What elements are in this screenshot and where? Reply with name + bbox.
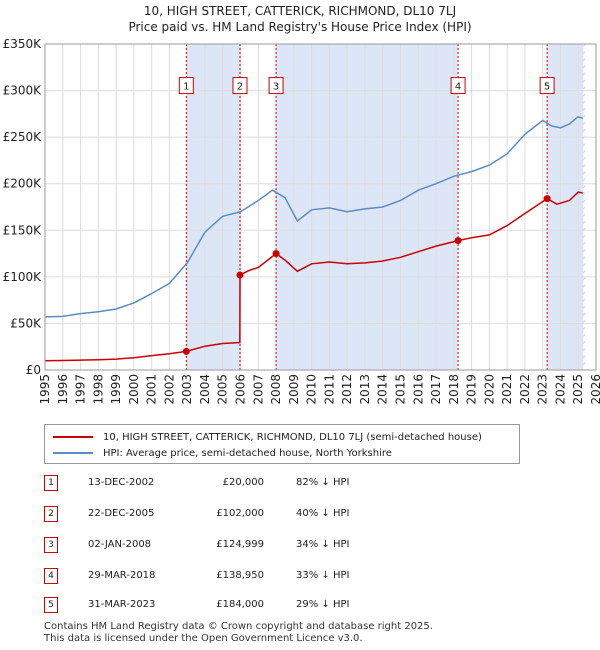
sale-label-box: [450, 77, 466, 95]
price-chart: 1 2 3 4 5 £0 £50K £100K £150K £200K £250K £300K £35…: [3, 37, 600, 405]
transaction-price: £138,950: [216, 570, 264, 581]
y-tick-label: £0: [26, 363, 41, 377]
transaction-hpi-diff: 34% ↓ HPI: [296, 539, 350, 550]
legend: 10, HIGH STREET, CATTERICK, RICHMOND, DL…: [44, 424, 520, 464]
forecast-hatch: [583, 44, 586, 370]
transaction-date: 31-MAR-2023: [88, 599, 156, 610]
y-tick-label: £250K: [3, 130, 43, 144]
transaction-price: £124,999: [216, 539, 264, 550]
ownership-shade: [547, 44, 584, 370]
sale-label-text: 3: [273, 82, 279, 93]
x-tick-label: 2003: [180, 374, 194, 405]
sale-point: [543, 195, 551, 203]
x-tick-label: 2005: [216, 374, 230, 405]
x-tick-label: 2020: [482, 374, 496, 405]
x-tick-label: 2012: [340, 374, 354, 405]
x-tick-label: 1997: [74, 374, 88, 405]
sale-point: [272, 250, 280, 258]
legend-item-hpi: HPI: Average price, semi-detached house,…: [53, 446, 392, 460]
transaction-hpi-diff: 82% ↓ HPI: [296, 477, 350, 488]
y-tick-label: £300K: [3, 84, 43, 98]
x-tick-label: 1995: [38, 374, 52, 405]
legend-price-label: 10, HIGH STREET, CATTERICK, RICHMOND, DL…: [103, 431, 482, 443]
x-tick-label: 2025: [571, 374, 585, 405]
y-tick-label: £200K: [3, 177, 43, 191]
x-tick-label: 1999: [109, 374, 123, 405]
transaction-number: 2: [44, 506, 58, 522]
plot-frame: [44, 43, 597, 371]
x-tick-label: 2011: [322, 374, 336, 405]
sale-label-box: [232, 77, 248, 95]
transaction-hpi-diff: 29% ↓ HPI: [296, 599, 350, 610]
transaction-number: 5: [44, 597, 58, 613]
x-tick-label: 2000: [127, 374, 141, 405]
transaction-date: 02-JAN-2008: [88, 539, 152, 550]
price-paid-line: [44, 191, 583, 362]
hpi-line: [44, 115, 583, 318]
legend-hpi-label: HPI: Average price, semi-detached house,…: [103, 447, 392, 459]
x-tick-label: 2009: [287, 374, 301, 405]
transaction-date: 22-DEC-2005: [88, 508, 155, 519]
x-tick-label: 2010: [305, 374, 319, 405]
sale-label-text: 4: [455, 82, 461, 93]
x-tick-label: 2017: [429, 374, 443, 405]
x-tick-label: 1996: [56, 374, 70, 405]
x-tick-label: 2018: [447, 374, 461, 405]
x-tick-label: 2016: [411, 374, 425, 405]
y-tick-label: £350K: [3, 37, 43, 51]
legend-hpi-swatch: [53, 452, 93, 454]
x-tick-label: 2007: [251, 374, 265, 405]
chart-title-line1: 10, HIGH STREET, CATTERICK, RICHMOND, DL…: [143, 4, 457, 18]
sale-label-text: 2: [237, 82, 243, 93]
x-tick-label: 2002: [162, 374, 176, 405]
sale-label-box: [178, 77, 194, 95]
y-tick-label: £150K: [3, 223, 43, 237]
x-tick-label: 2008: [269, 374, 283, 405]
x-tick-label: 2006: [234, 374, 248, 405]
x-tick-label: 2015: [393, 374, 407, 405]
transaction-price: £102,000: [216, 508, 264, 519]
transaction-hpi-diff: 40% ↓ HPI: [296, 508, 350, 519]
x-tick-label: 2026: [589, 374, 600, 405]
x-tick-label: 2021: [500, 374, 514, 405]
footer-licence: This data is licensed under the Open Gov…: [44, 633, 363, 644]
transaction-number: 1: [44, 475, 58, 491]
transaction-number: 3: [44, 537, 58, 553]
sale-label-box: [539, 77, 555, 95]
y-tick-label: £100K: [3, 270, 43, 284]
transaction-date: 29-MAR-2018: [88, 570, 156, 581]
ownership-shade: [276, 44, 459, 370]
transaction-price: £20,000: [222, 477, 264, 488]
sale-label-box: [268, 77, 284, 95]
x-tick-label: 2024: [553, 374, 567, 405]
x-tick-label: 2014: [376, 374, 390, 405]
x-tick-label: 2004: [198, 374, 212, 405]
ownership-shade: [186, 44, 240, 370]
transaction-date: 13-DEC-2002: [88, 477, 155, 488]
sale-label-text: 5: [544, 82, 550, 93]
x-tick-label: 2023: [536, 374, 550, 405]
y-tick-label: £50K: [10, 316, 42, 330]
x-tick-label: 2001: [145, 374, 159, 405]
legend-item-price: 10, HIGH STREET, CATTERICK, RICHMOND, DL…: [53, 430, 482, 444]
legend-price-swatch: [53, 436, 93, 438]
x-tick-label: 1998: [91, 374, 105, 405]
transaction-hpi-diff: 33% ↓ HPI: [296, 570, 350, 581]
sale-point: [182, 347, 190, 355]
x-tick-label: 2022: [518, 374, 532, 405]
sale-point: [236, 271, 244, 279]
x-tick-label: 2013: [358, 374, 372, 405]
footer-copyright: Contains HM Land Registry data © Crown c…: [44, 621, 433, 632]
sale-point: [454, 237, 462, 245]
transaction-price: £184,000: [216, 599, 264, 610]
x-tick-label: 2019: [465, 374, 479, 405]
chart-title-line2: Price paid vs. HM Land Registry's House …: [128, 20, 472, 34]
transaction-number: 4: [44, 568, 58, 584]
sale-label-text: 1: [183, 82, 189, 93]
